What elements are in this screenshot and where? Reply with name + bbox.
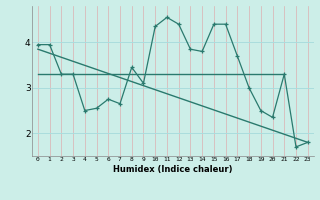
X-axis label: Humidex (Indice chaleur): Humidex (Indice chaleur) [113,165,233,174]
